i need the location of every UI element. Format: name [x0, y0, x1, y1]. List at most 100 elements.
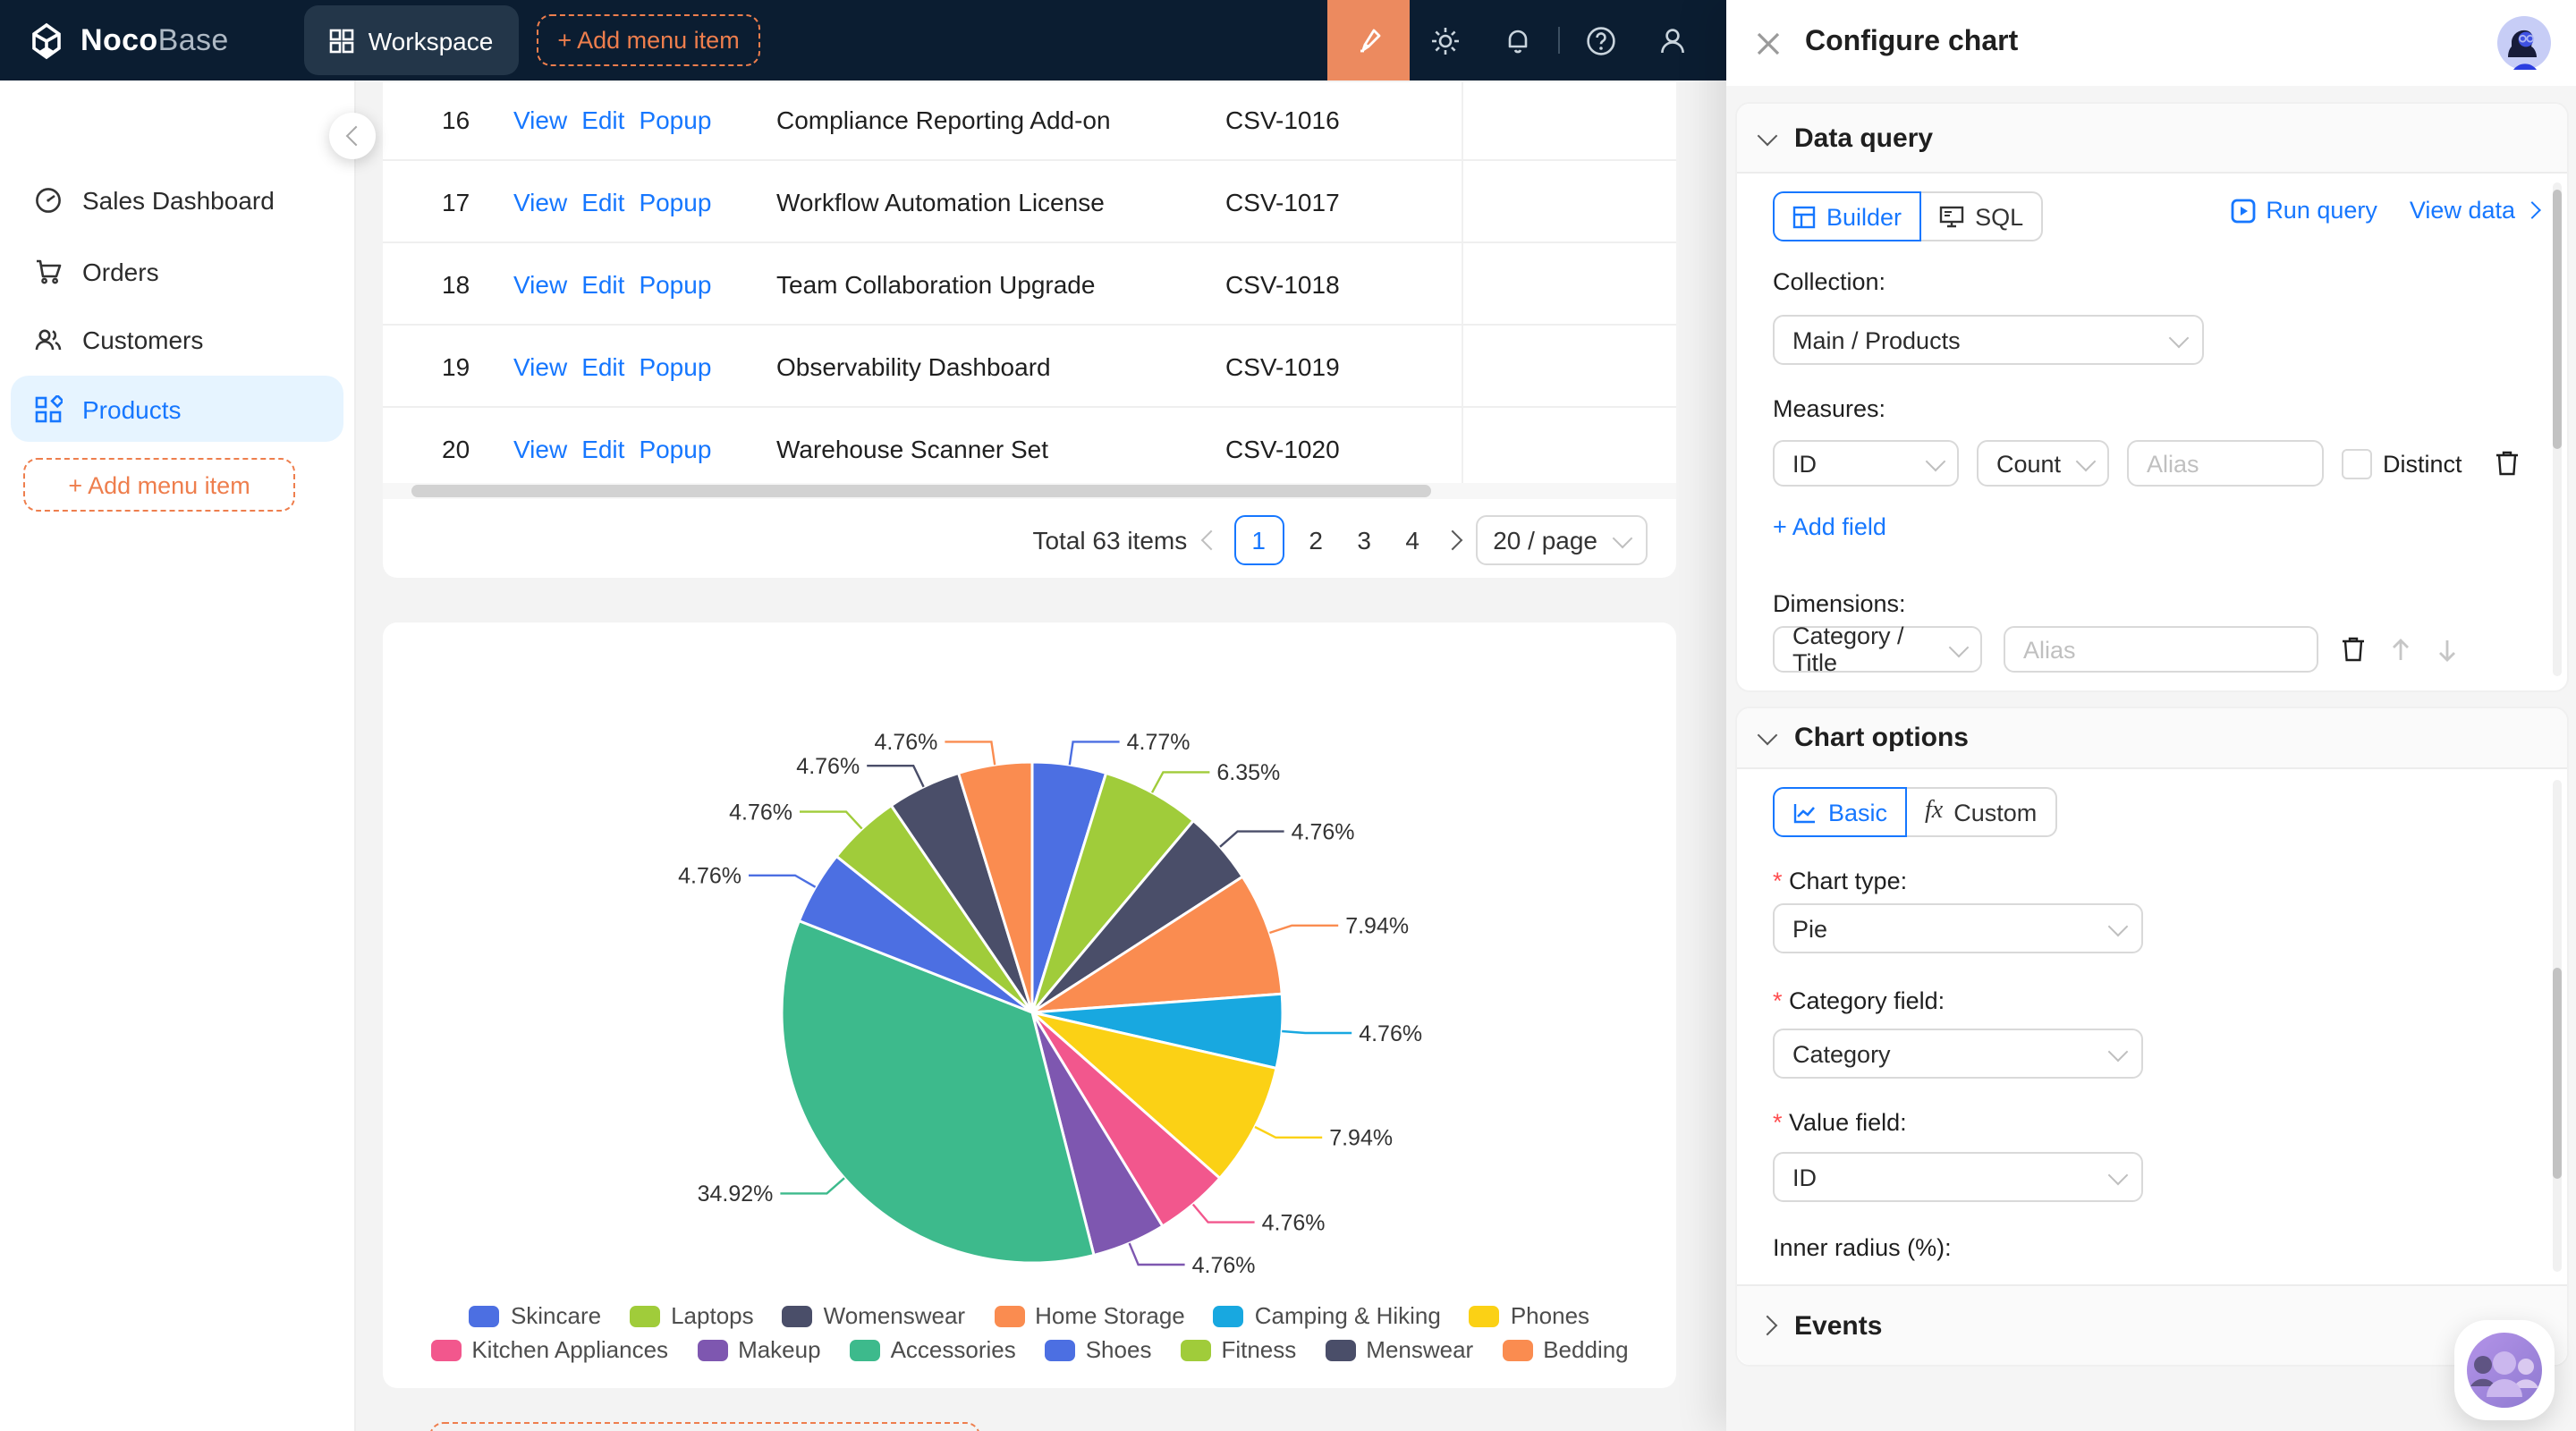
pie-percent-label: 7.94%	[1345, 914, 1409, 939]
view-link[interactable]: View	[513, 434, 568, 462]
sidebar-item-products[interactable]: Products	[11, 376, 343, 442]
settings-button[interactable]	[1410, 0, 1481, 80]
legend-label: Laptops	[671, 1302, 754, 1329]
view-link[interactable]: View	[513, 269, 568, 298]
view-data-link[interactable]: View data	[2410, 197, 2541, 224]
chart-options-section-header[interactable]: Chart options	[1737, 708, 2567, 769]
legend-item-phones[interactable]: Phones	[1469, 1302, 1589, 1329]
row-index: 18	[442, 269, 470, 298]
scrollbar-thumb[interactable]	[2553, 190, 2562, 449]
workspace-button[interactable]: Workspace	[303, 5, 519, 75]
add-field-button[interactable]: + Add field	[1773, 513, 1886, 540]
legend-item-camping-hiking[interactable]: Camping & Hiking	[1213, 1302, 1441, 1329]
legend-item-fitness[interactable]: Fitness	[1180, 1336, 1296, 1363]
dimension-alias-input[interactable]: Alias	[2004, 626, 2318, 673]
legend-item-shoes[interactable]: Shoes	[1044, 1336, 1152, 1363]
delete-dimension-icon[interactable]	[2340, 635, 2367, 664]
scrollbar-thumb[interactable]	[411, 485, 1431, 497]
pie-label-line	[749, 874, 817, 888]
data-query-scrollbar[interactable]	[2553, 182, 2562, 676]
header-add-menu-item-button[interactable]: + Add menu item	[536, 14, 761, 66]
pie-slice-phones[interactable]	[1031, 1011, 1278, 1181]
legend-item-skincare[interactable]: Skincare	[469, 1302, 601, 1329]
edit-link[interactable]: Edit	[581, 187, 625, 216]
tab-sql[interactable]: SQL	[1921, 191, 2044, 241]
distinct-checkbox[interactable]	[2342, 448, 2372, 478]
table-horizontal-scrollbar[interactable]	[383, 483, 1676, 499]
legend-label: Home Storage	[1035, 1302, 1185, 1329]
drawer-title: Configure chart	[1805, 27, 2019, 57]
events-section-header[interactable]: Events	[1737, 1284, 2567, 1365]
legend-item-kitchen-appliances[interactable]: Kitchen Appliances	[430, 1336, 668, 1363]
page-button-2[interactable]: 2	[1309, 526, 1323, 555]
move-up-icon[interactable]	[2388, 636, 2413, 663]
next-page-button[interactable]	[1441, 529, 1462, 551]
previous-page-button[interactable]	[1199, 529, 1221, 551]
measure-alias-input[interactable]: Alias	[2127, 440, 2324, 487]
page-button-1[interactable]: 1	[1233, 515, 1284, 565]
edit-link[interactable]: Edit	[581, 351, 625, 380]
chart-type-select[interactable]: Pie	[1773, 903, 2143, 953]
sidebar-collapse-button[interactable]	[329, 113, 376, 159]
user-avatar[interactable]	[2497, 16, 2551, 70]
legend-item-home-storage[interactable]: Home Storage	[994, 1302, 1185, 1329]
dimension-field-select[interactable]: Category / Title	[1773, 622, 1982, 676]
collection-select[interactable]: Main / Products	[1773, 315, 2204, 365]
legend-item-bedding[interactable]: Bedding	[1502, 1336, 1629, 1363]
assistant-fab[interactable]	[2454, 1320, 2555, 1420]
chevron-down-icon	[2107, 1164, 2129, 1185]
gauge-icon	[36, 187, 61, 212]
edit-link[interactable]: Edit	[581, 269, 625, 298]
legend-item-womenswear[interactable]: Womenswear	[782, 1302, 965, 1329]
legend-label: Shoes	[1085, 1336, 1152, 1363]
legend-item-accessories[interactable]: Accessories	[849, 1336, 1016, 1363]
notifications-button[interactable]	[1481, 0, 1553, 80]
aggregation-select[interactable]: Count	[1977, 440, 2109, 487]
move-down-icon[interactable]	[2435, 636, 2460, 663]
page-button-4[interactable]: 4	[1405, 526, 1419, 555]
legend-item-menswear[interactable]: Menswear	[1325, 1336, 1473, 1363]
legend-item-makeup[interactable]: Makeup	[697, 1336, 821, 1363]
category-field-select[interactable]: Category	[1773, 1029, 2143, 1079]
popup-link[interactable]: Popup	[639, 434, 712, 462]
pie-slice-home-storage[interactable]	[1031, 875, 1284, 1014]
page-button-3[interactable]: 3	[1357, 526, 1371, 555]
legend-swatch	[849, 1339, 880, 1360]
view-link[interactable]: View	[513, 351, 568, 380]
delete-measure-icon[interactable]	[2494, 449, 2521, 478]
edit-link[interactable]: Edit	[581, 105, 625, 133]
chevron-down-icon	[1612, 527, 1633, 548]
scrollbar-thumb[interactable]	[2553, 968, 2562, 1179]
sidebar-item-orders[interactable]: Orders	[11, 238, 343, 304]
popup-link[interactable]: Popup	[639, 351, 712, 380]
ui-editor-button[interactable]	[1327, 0, 1410, 80]
legend-swatch	[994, 1305, 1025, 1326]
legend-item-laptops[interactable]: Laptops	[630, 1302, 754, 1329]
help-button[interactable]	[1565, 0, 1637, 80]
tab-basic[interactable]: Basic	[1773, 787, 1908, 837]
close-icon[interactable]	[1755, 30, 1782, 56]
popup-link[interactable]: Popup	[639, 105, 712, 133]
edit-link[interactable]: Edit	[581, 434, 625, 462]
popup-link[interactable]: Popup	[639, 269, 712, 298]
sidebar-add-menu-item-button[interactable]: + Add menu item	[23, 458, 295, 512]
user-button[interactable]	[1637, 0, 1708, 80]
products-table-block: 16 View Edit Popup Compliance Reporting Add-…	[383, 82, 1676, 578]
sidebar-item-sales-dashboard[interactable]: Sales Dashboard	[11, 166, 343, 233]
chart-options-scrollbar[interactable]	[2553, 780, 2562, 1272]
page-size-select[interactable]: 20 / page	[1475, 515, 1648, 565]
measure-field-select[interactable]: ID	[1773, 440, 1959, 487]
row-index: 17	[442, 187, 470, 216]
popup-link[interactable]: Popup	[639, 187, 712, 216]
sidebar-item-customers[interactable]: Customers	[11, 306, 343, 372]
view-link[interactable]: View	[513, 105, 568, 133]
tab-builder[interactable]: Builder	[1773, 191, 1922, 241]
view-link[interactable]: View	[513, 187, 568, 216]
tab-custom[interactable]: fx Custom	[1907, 787, 2057, 837]
data-query-section-header[interactable]: Data query	[1737, 104, 2567, 174]
value-field-select[interactable]: ID	[1773, 1152, 2143, 1202]
nocobase-logo[interactable]: NocoBase	[25, 19, 229, 62]
legend-swatch	[430, 1339, 462, 1360]
run-query-button[interactable]: Run query	[2230, 197, 2377, 224]
add-block-button[interactable]	[429, 1422, 980, 1431]
